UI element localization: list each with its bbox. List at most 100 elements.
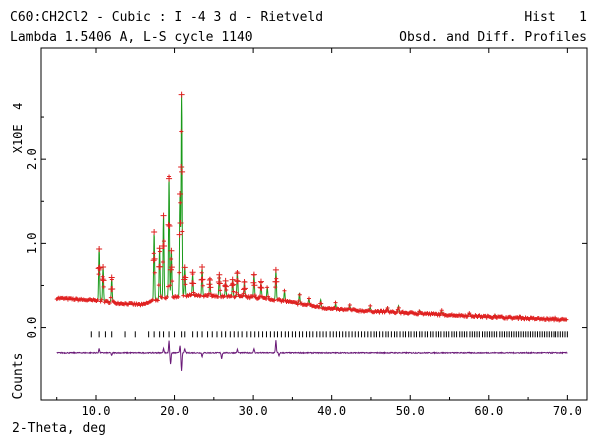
observed-point — [332, 305, 337, 310]
observed-peak-point — [216, 271, 223, 278]
observed-peak-point — [168, 247, 175, 254]
observed-point — [367, 308, 372, 313]
calculated-profile — [56, 93, 568, 321]
x-tick-label: 10.0 — [82, 404, 111, 418]
observed-peak-point — [95, 265, 102, 272]
difference-line — [56, 340, 568, 371]
observed-point — [333, 300, 338, 305]
observed-point — [183, 282, 188, 287]
observed-point — [319, 301, 324, 306]
observed-point — [317, 305, 322, 310]
observed-point — [180, 229, 185, 234]
observed-point — [234, 290, 239, 295]
observed-point — [368, 303, 373, 308]
observed-point — [208, 292, 213, 297]
observed-peak-point — [177, 220, 184, 227]
observed-point — [233, 294, 238, 299]
observed-point — [273, 285, 278, 290]
observed-point — [518, 314, 523, 319]
observed-point — [437, 313, 442, 318]
observed-peak-point — [199, 276, 206, 283]
observed-point — [282, 288, 287, 293]
observed-point — [168, 283, 173, 288]
observed-point — [222, 294, 227, 299]
observed-point — [252, 293, 257, 298]
observed-point — [181, 293, 186, 298]
observed-point — [296, 298, 301, 303]
observed-point — [198, 293, 203, 298]
observed-point — [439, 308, 444, 313]
observed-point — [266, 294, 271, 299]
observed-peak-point — [233, 277, 240, 284]
x-tick-label: 60.0 — [474, 404, 503, 418]
observed-peak-point — [251, 282, 258, 289]
observed-peak-point — [166, 223, 173, 230]
y-axis-counts-label: Counts — [11, 353, 26, 400]
observed-peak-point — [177, 191, 184, 198]
observed-point — [156, 283, 161, 288]
observed-point — [108, 295, 113, 300]
observed-peak-point — [190, 280, 197, 287]
observed-point — [305, 301, 310, 306]
observed-point — [200, 283, 205, 288]
observed-peak-point — [181, 264, 188, 271]
observed-peak-point — [157, 263, 164, 270]
observed-point — [199, 270, 204, 275]
observed-point — [295, 302, 300, 307]
x-tick-label: 40.0 — [317, 404, 346, 418]
observed-peak-point — [176, 231, 183, 238]
observed-peak-point — [178, 91, 185, 98]
observed-point — [272, 298, 277, 303]
histogram-label: Hist 1 — [524, 10, 587, 25]
observed-peak-point — [182, 274, 189, 281]
observed-point — [231, 289, 236, 294]
observed-peak-point — [234, 278, 241, 285]
observed-point — [347, 303, 352, 308]
observed-peak-point — [223, 283, 230, 290]
observed-point — [240, 294, 245, 299]
observed-peak-point — [222, 277, 229, 284]
observed-point — [384, 308, 389, 313]
plot-subtitle: Lambda 1.5406 A, L-S cycle 1140 — [10, 30, 253, 45]
observed-peak-point — [250, 271, 257, 278]
observed-point — [101, 284, 106, 289]
observed-point — [95, 297, 100, 302]
y-axis-scale-label: X10E 4 — [11, 103, 25, 154]
observed-point — [396, 305, 401, 310]
observed-peak-point — [156, 245, 163, 252]
observed-peak-point — [166, 175, 173, 182]
observed-peak-point — [272, 266, 279, 273]
observed-point — [229, 294, 234, 299]
observed-point — [179, 129, 184, 134]
observed-peak-point — [229, 282, 236, 289]
y-tick-label: 1.0 — [25, 233, 39, 255]
observed-profile — [54, 91, 569, 323]
observed-peak-point — [241, 285, 248, 292]
observed-point — [281, 298, 286, 303]
observed-peak-point — [257, 284, 264, 291]
observed-peak-point — [229, 276, 236, 283]
observed-point — [564, 317, 569, 322]
x-tick-label: 20.0 — [160, 404, 189, 418]
observed-point — [155, 298, 160, 303]
observed-peak-point — [99, 276, 106, 283]
observed-point — [265, 285, 270, 290]
observed-point — [297, 292, 302, 297]
observed-peak-point — [165, 221, 172, 228]
observed-point — [385, 305, 390, 310]
observed-point — [151, 251, 156, 256]
observed-peak-point — [198, 276, 205, 283]
plot-frame — [40, 47, 588, 401]
observed-point — [165, 295, 170, 300]
observed-point — [166, 284, 171, 289]
observed-point — [250, 294, 255, 299]
observed-point — [205, 293, 210, 298]
calculated-line — [56, 93, 568, 321]
observed-peak-point — [215, 278, 222, 285]
observed-peak-point — [100, 264, 107, 271]
observed-peak-point — [167, 266, 174, 273]
observed-peak-point — [241, 278, 248, 285]
observed-point — [438, 311, 443, 316]
observed-peak-point — [109, 285, 116, 292]
observed-point — [169, 257, 174, 262]
